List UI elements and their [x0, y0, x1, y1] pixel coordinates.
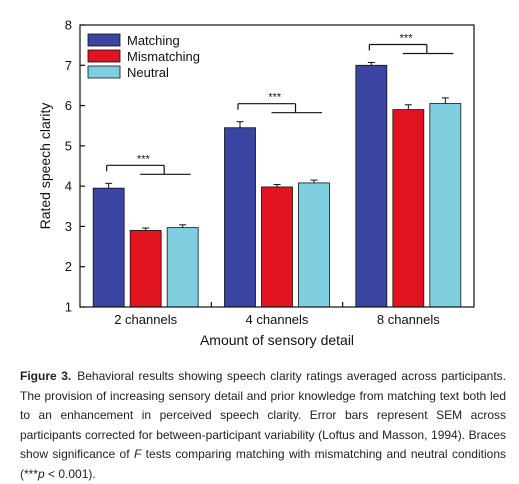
- plot-frame: [79, 24, 475, 308]
- y-tick-label: 4: [65, 179, 72, 194]
- bar-chart: *** *** *** 1 2 3 4 5 6 7 8 2 channels 4 channels 8…: [37, 18, 475, 348]
- figure-caption: Figure 3. Behavioral results showing spee…: [20, 367, 506, 484]
- y-tick-label: 1: [65, 300, 72, 315]
- x-axis-categories: 2 channels 4 channels 8 channels: [114, 302, 440, 327]
- legend-label: Mismatching: [127, 49, 200, 64]
- bar: [166, 227, 199, 308]
- caption-f-symbol: F: [133, 447, 142, 461]
- bar: [92, 187, 125, 308]
- y-tick-label: 3: [65, 219, 72, 234]
- bar: [224, 127, 256, 308]
- caption-text-part-1: Behavioral results showing speech clarit…: [20, 369, 506, 461]
- y-axis-ticks: 1 2 3 4 5 6 7 8: [65, 18, 85, 315]
- y-tick-label: 5: [65, 138, 72, 153]
- bar: [129, 230, 162, 308]
- bar: [261, 186, 293, 308]
- legend-label: Matching: [127, 33, 180, 48]
- legend-label: Neutral: [127, 65, 169, 80]
- bar: [355, 64, 388, 308]
- significance-label: ***: [400, 32, 414, 44]
- caption-text-part-3: < 0.001).: [44, 466, 96, 481]
- significance-label: ***: [137, 153, 151, 165]
- legend-swatch: [87, 65, 121, 79]
- caption-p-symbol: p: [38, 466, 45, 481]
- x-category-label: 2 channels: [114, 312, 177, 327]
- y-tick-label: 6: [65, 98, 72, 113]
- figure-label: Figure 3.: [20, 369, 72, 383]
- y-axis-title: Rated speech clarity: [37, 103, 53, 230]
- bars-layer: [92, 64, 462, 308]
- x-axis-title: Amount of sensory detail: [200, 332, 354, 348]
- x-category-label: 8 channels: [377, 312, 440, 327]
- bar: [429, 103, 462, 308]
- significance-braces-layer: *** *** ***: [106, 32, 454, 175]
- error-bars-layer: [105, 61, 449, 231]
- bar: [392, 109, 425, 308]
- legend-swatch: [87, 49, 121, 63]
- x-category-label: 4 channels: [246, 312, 309, 327]
- y-tick-label: 2: [65, 259, 72, 274]
- caption-text-part-2: tests comparing matching with mismatchin…: [20, 447, 506, 481]
- y-tick-label: 8: [65, 18, 72, 33]
- significance-label: ***: [268, 92, 282, 104]
- bar: [298, 182, 330, 308]
- legend-swatch: [87, 33, 121, 47]
- y-tick-label: 7: [65, 58, 72, 73]
